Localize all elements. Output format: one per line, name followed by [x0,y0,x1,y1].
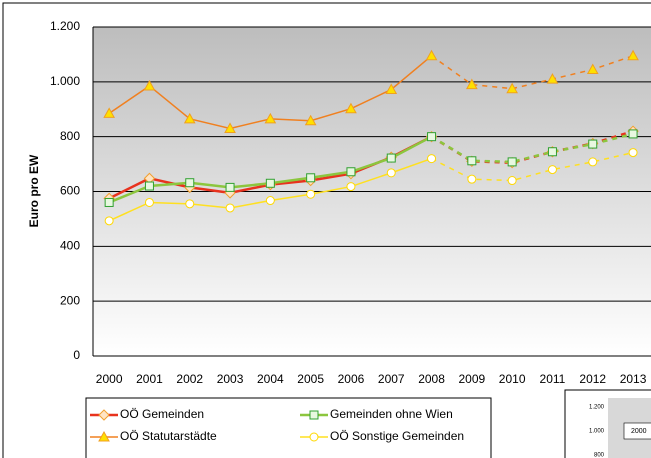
marker [309,432,319,442]
x-tick-label: 2006 [338,372,365,386]
y-tick-label: 600 [60,184,80,198]
marker [588,139,598,149]
marker [183,112,196,124]
inset-tick: 1.000 [589,429,605,435]
marker [265,178,275,188]
marker [264,112,277,124]
y-tick-label: 200 [60,293,80,307]
marker [507,176,517,186]
legend-label: Gemeinden ohne Wien [330,407,453,421]
marker [225,203,235,213]
marker [588,157,598,167]
marker [386,168,396,178]
marker [104,216,114,226]
marker [224,122,236,133]
marker [185,199,195,209]
y-tick-label: 400 [60,239,80,253]
inset-legend-text: 2000 [631,428,647,435]
marker [306,173,316,183]
x-tick-label: 2011 [540,372,566,386]
x-tick-label: 2012 [579,372,606,386]
y-tick-label: 1.000 [50,74,80,88]
inset-tick: 800 [594,453,605,458]
marker [425,49,438,61]
marker [427,154,437,164]
series-group [103,49,639,226]
marker [345,102,357,114]
inset: 1.200 1.000 800 2000 [564,389,651,458]
marker [98,409,110,421]
x-tick-label: 2003 [217,372,244,386]
marker [309,410,319,420]
x-tick-label: 2013 [620,372,647,386]
x-tick-label: 2001 [136,372,163,386]
marker [547,147,557,157]
marker [467,156,477,166]
x-tick-label: 2005 [297,372,324,386]
legend-label: OÖ Sonstige Gemeinden [330,429,464,443]
inset-tick: 1.200 [589,405,605,411]
marker [98,430,110,442]
y-tick-label: 1.200 [50,19,80,33]
marker [144,197,154,207]
marker [427,132,437,142]
marker [144,181,154,191]
marker [103,107,115,118]
x-tick-label: 2004 [257,372,284,386]
x-tick-label: 2009 [458,372,485,386]
marker [628,148,638,158]
marker [143,79,156,91]
marker [506,82,518,94]
marker [466,78,478,90]
marker [628,129,638,139]
x-tick-label: 2010 [499,372,526,386]
legend-label: OÖ Gemeinden [120,407,204,421]
marker [306,189,316,199]
marker [386,153,396,163]
x-tick-label: 2002 [176,372,203,386]
x-tick-label: 2007 [378,372,405,386]
marker [385,83,398,95]
marker [265,196,275,206]
marker [547,165,557,175]
marker [467,174,477,184]
series-line [431,55,634,90]
marker [546,73,559,84]
y-axis-label: Euro pro EW [27,154,41,227]
marker [586,63,599,74]
marker [346,167,356,177]
marker [507,157,517,167]
marker [304,114,317,126]
y-tick-label: 0 [73,348,80,362]
x-tick-label: 2000 [96,372,123,386]
marker [225,182,235,192]
marker [627,49,639,61]
marker [346,182,356,192]
marker [185,178,195,188]
y-tick-label: 800 [60,129,80,143]
legend-label: OÖ Statutarstädte [120,429,217,443]
inset-legend [623,422,651,440]
legend-box [85,397,492,458]
x-tick-label: 2008 [418,372,445,386]
marker [104,197,114,207]
